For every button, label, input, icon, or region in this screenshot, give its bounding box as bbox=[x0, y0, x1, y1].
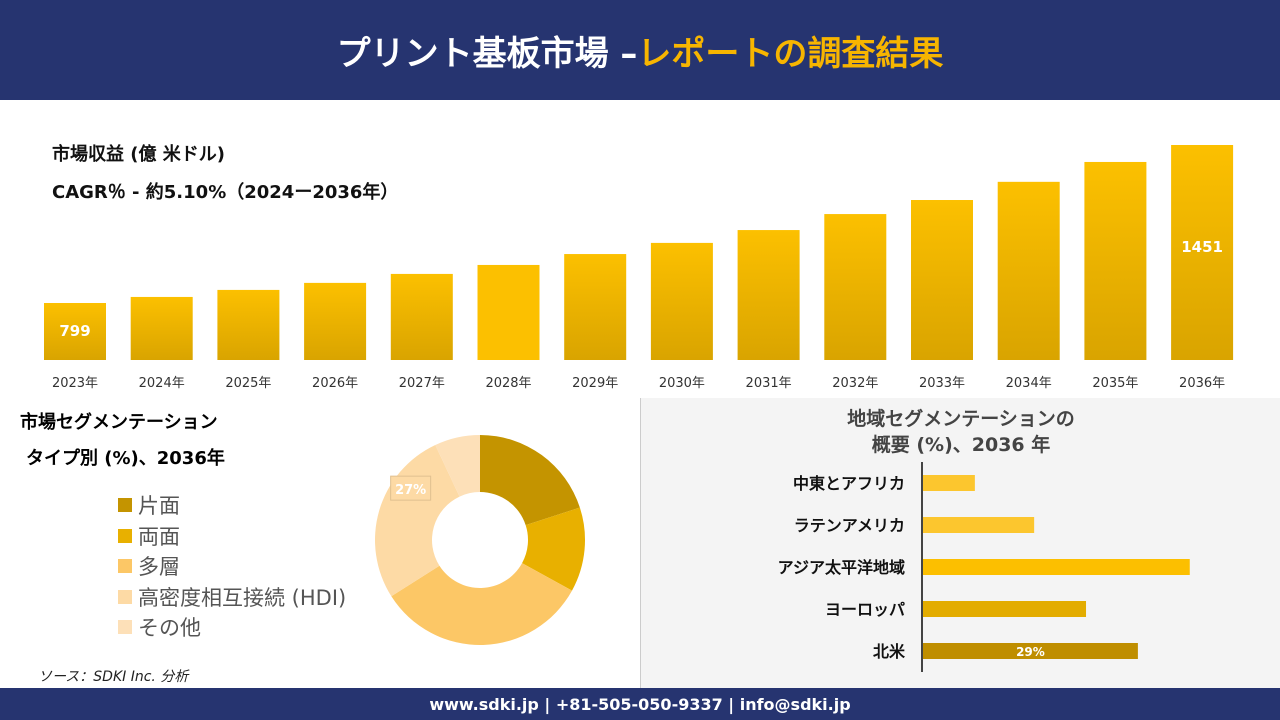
bar-2026年 bbox=[304, 282, 367, 360]
y-tick-label: ラテンアメリカ bbox=[794, 516, 905, 535]
x-tick-label: 2036年 bbox=[1179, 376, 1225, 391]
x-tick-label: 2031年 bbox=[746, 376, 792, 391]
x-tick-label: 2025年 bbox=[225, 376, 271, 391]
x-tick-label: 2027年 bbox=[399, 376, 445, 391]
type-donut-chart: 27% bbox=[375, 435, 585, 645]
legend-label: 高密度相互接続 (HDI) bbox=[138, 585, 347, 610]
legend-item: 多層 bbox=[118, 551, 346, 582]
bar-2028年 bbox=[477, 264, 540, 360]
x-tick-label: 2028年 bbox=[485, 376, 531, 391]
bar-2031年 bbox=[737, 230, 800, 360]
bar-中東とアフリカ bbox=[923, 475, 975, 491]
legend-item: その他 bbox=[118, 612, 346, 643]
x-tick-label: 2034年 bbox=[1006, 376, 1052, 391]
bar-2023年 bbox=[44, 303, 106, 360]
x-tick-label: 2026年 bbox=[312, 376, 358, 391]
donut-slice-4 bbox=[435, 435, 480, 497]
legend-swatch bbox=[118, 528, 132, 543]
region-segmentation-panel: 地域セグメンテーションの 概要 (%)、2036 年 中東とアフリカ ラテンアメリ… bbox=[640, 398, 1280, 688]
bar-data-label: 29% bbox=[1016, 645, 1045, 659]
legend-item: 高密度相互接続 (HDI) bbox=[118, 582, 346, 613]
y-tick-label: 北米 bbox=[873, 642, 906, 661]
donut-legend: 片面両面多層高密度相互接続 (HDI) その他 bbox=[118, 490, 346, 643]
region-title: 地域セグメンテーションの bbox=[847, 408, 1075, 430]
y-tick-label: ヨーロッパ bbox=[825, 600, 905, 619]
bar-2036年 bbox=[1171, 145, 1234, 360]
y-tick-label: 中東とアフリカ bbox=[793, 474, 905, 493]
legend-swatch bbox=[118, 498, 132, 513]
title: プリント基板市場 – bbox=[336, 33, 638, 74]
cagr-label: CAGR％ - 約5.10%（2024ー2036年） bbox=[52, 182, 399, 203]
bar-ラテンアメリカ bbox=[923, 517, 1035, 533]
x-tick-label: 2029年 bbox=[572, 376, 618, 391]
x-tick-label: 2030年 bbox=[659, 376, 705, 391]
bar-2025年 bbox=[217, 289, 280, 360]
revenue-chart-panel: 2023年 799 2024年 2025年 2026年 2027年 2028年 2029年 20… bbox=[0, 100, 1280, 398]
source-note: ソース：SDKI Inc. 分析 bbox=[38, 669, 189, 685]
donut-slice-2 bbox=[391, 563, 573, 645]
legend-swatch bbox=[118, 620, 132, 635]
header: プリント基板市場 – レポートの調査結果 bbox=[0, 0, 1280, 100]
legend-item: 両面 bbox=[118, 521, 346, 552]
bar-2027年 bbox=[390, 273, 453, 360]
x-tick-label: 2035年 bbox=[1092, 376, 1138, 391]
bar-2033年 bbox=[911, 200, 973, 360]
legend-swatch bbox=[118, 589, 132, 604]
legend-label: その他 bbox=[138, 616, 201, 641]
type-segmentation-panel: 市場セグメンテーション タイプ別 (%)、2036年 片面両面多層高密度相互接続… bbox=[0, 398, 640, 688]
legend-swatch bbox=[118, 559, 132, 574]
x-tick-label: 2033年 bbox=[919, 376, 965, 391]
data-label-box bbox=[390, 475, 432, 501]
legend-item: 片面 bbox=[118, 490, 346, 521]
type-subtitle: タイプ別 (%)、2036年 bbox=[26, 448, 225, 469]
region-subtitle: 概要 (%)、2036 年 bbox=[871, 434, 1051, 456]
x-tick-label: 2032年 bbox=[832, 376, 878, 391]
donut-slice-1 bbox=[522, 507, 585, 591]
x-tick-label: 2024年 bbox=[139, 376, 185, 391]
y-tick-label: アジア太平洋地域 bbox=[778, 558, 905, 577]
legend-label: 片面 bbox=[138, 494, 180, 519]
bar-2030年 bbox=[650, 242, 713, 360]
bar-data-label: 1451 bbox=[1181, 238, 1223, 256]
bar-2034年 bbox=[997, 181, 1060, 360]
bar-2035年 bbox=[1084, 161, 1147, 360]
legend-label: 多層 bbox=[138, 555, 180, 580]
bar-2029年 bbox=[564, 254, 627, 360]
bar-2032年 bbox=[824, 214, 887, 360]
x-tick-label: 2023年 bbox=[52, 376, 98, 391]
bar-2024年 bbox=[130, 296, 193, 360]
bar-ヨーロッパ bbox=[923, 601, 1087, 617]
revenue-bar-chart: 2023年 799 2024年 2025年 2026年 2027年 2028年 2029年 20… bbox=[44, 145, 1234, 391]
title-accent: レポートの調査結果 bbox=[637, 33, 944, 74]
donut-data-label: 27% bbox=[395, 483, 426, 498]
bar-アジア太平洋地域 bbox=[923, 559, 1190, 575]
donut-slice-0 bbox=[480, 435, 580, 526]
bar-北米 bbox=[923, 643, 1138, 659]
type-title: 市場セグメンテーション bbox=[20, 412, 218, 433]
revenue-label: 市場収益 (億 米ドル) bbox=[52, 144, 225, 165]
bar-data-label: 799 bbox=[59, 322, 90, 340]
legend-label: 両面 bbox=[138, 524, 180, 549]
footer-contact: www.sdki.jp | +81-505-050-9337 | info@sd… bbox=[0, 688, 1280, 720]
